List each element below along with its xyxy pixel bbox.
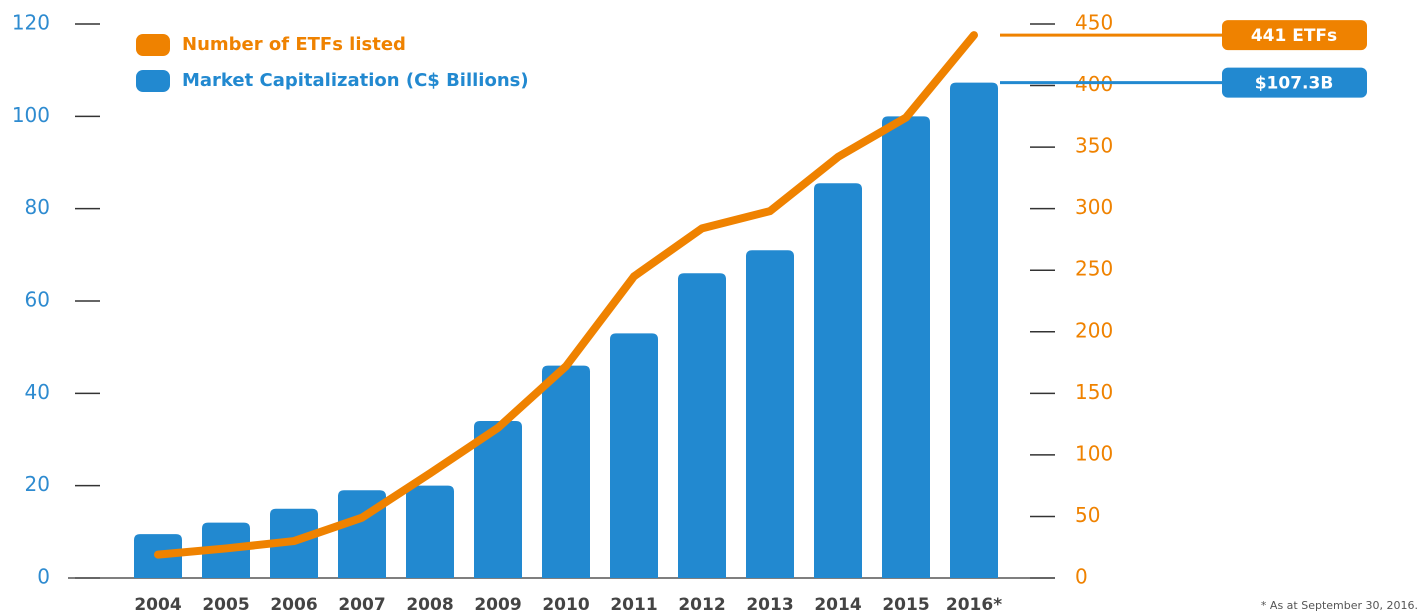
y-tick-label: 100 [12, 103, 50, 127]
x-tick-label: 2006 [270, 595, 317, 615]
y-tick-label: 40 [25, 380, 50, 404]
x-tick-label: 2012 [678, 595, 725, 615]
x-tick-label: 2005 [202, 595, 249, 615]
legend-label: Number of ETFs listed [182, 34, 406, 55]
x-tick-label: 2010 [542, 595, 589, 615]
x-tick-label: 2013 [746, 595, 793, 615]
callout-box [1222, 67, 1367, 98]
legend-label: Market Capitalization (C$ Billions) [182, 70, 529, 91]
y2-tick-label: 350 [1075, 134, 1113, 158]
y2-tick-label: 450 [1075, 11, 1113, 35]
y2-tick-label: 150 [1075, 380, 1113, 404]
y-tick-label: 0 [37, 565, 50, 589]
y-tick-label: 20 [25, 472, 50, 496]
bar [406, 485, 454, 578]
x-tick-label: 2008 [406, 595, 453, 615]
bar [542, 365, 590, 578]
x-tick-label: 2004 [134, 595, 181, 615]
x-tick-label: 2015 [882, 595, 929, 615]
y2-tick-label: 50 [1075, 503, 1100, 527]
x-tick-label: 2009 [474, 595, 521, 615]
bar [882, 116, 930, 578]
y-tick-label: 60 [25, 288, 50, 312]
y2-tick-label: 250 [1075, 257, 1113, 281]
footnote: * As at September 30, 2016. [1261, 599, 1418, 612]
line [154, 31, 978, 559]
y2-tick-label: 0 [1075, 565, 1088, 589]
y-tick-label: 120 [12, 11, 50, 35]
bar [678, 273, 726, 578]
bar [746, 250, 794, 578]
callout-box [1222, 20, 1367, 51]
callout-label: $107.3B [1255, 74, 1334, 94]
x-tick-label: 2007 [338, 595, 385, 615]
bar [950, 82, 998, 579]
y2-tick-label: 300 [1075, 195, 1113, 219]
x-tick-label: 2016* [946, 595, 1002, 615]
x-tick-label: 2014 [814, 595, 861, 615]
legend-swatch [136, 34, 170, 56]
x-tick-label: 2011 [610, 595, 657, 615]
callout-label: 441 ETFs [1251, 26, 1337, 46]
y2-tick-label: 200 [1075, 318, 1113, 342]
y-tick-label: 80 [25, 195, 50, 219]
bar [814, 183, 862, 578]
y2-tick-label: 100 [1075, 441, 1113, 465]
legend-swatch [136, 70, 170, 92]
bar [610, 333, 658, 578]
bar [474, 421, 522, 578]
